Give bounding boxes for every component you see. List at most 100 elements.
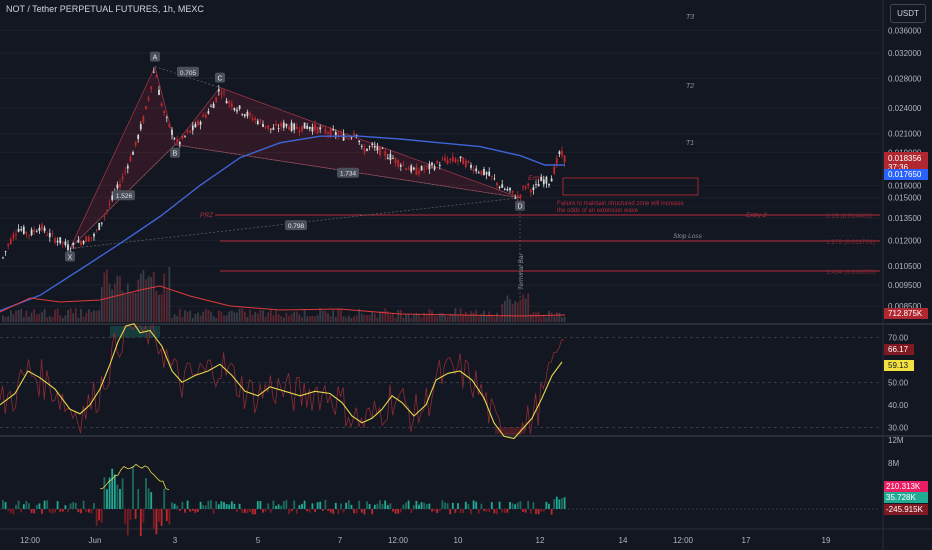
symbol-title[interactable]: NOT / Tether PERPETUAL FUTURES, 1h, MEXC (6, 4, 204, 14)
histogram-bar (87, 509, 90, 513)
histogram-bar (100, 509, 103, 523)
volume-badge (884, 308, 928, 319)
histogram-bar (327, 509, 329, 511)
histogram-bar (563, 497, 566, 509)
volume-bar (194, 313, 197, 322)
volume-bar (256, 313, 259, 322)
volume-bar (553, 316, 556, 322)
histogram-bar (230, 501, 233, 509)
histogram-value-badge (884, 481, 928, 492)
volume-bar (4, 316, 7, 322)
candle-body (431, 162, 433, 165)
histogram-bar (262, 509, 264, 513)
currency-button[interactable]: USDT (890, 4, 926, 23)
candle-body (33, 230, 36, 232)
volume-bar (64, 315, 67, 322)
candle-body (181, 135, 184, 139)
histogram-bar (444, 502, 446, 509)
histogram-bar (405, 502, 407, 509)
candle-body (555, 158, 558, 164)
candle-body (303, 122, 306, 129)
pattern-point-B: B (173, 151, 178, 158)
volume-bar (368, 315, 371, 322)
volume-bar (371, 311, 374, 322)
candle-body (116, 184, 119, 189)
candle-body (197, 120, 199, 126)
histogram-bar (290, 509, 293, 512)
histogram-bar (59, 509, 62, 512)
volume-bar (298, 314, 301, 322)
histogram-bar (337, 509, 340, 514)
candle-body (210, 106, 212, 107)
volume-bar (269, 308, 272, 322)
histogram-bar (116, 484, 119, 509)
histogram-bar (199, 501, 202, 509)
candle-body (4, 251, 7, 252)
candle-body (553, 166, 556, 174)
histogram-bar (555, 496, 558, 509)
volume-bar (477, 316, 480, 322)
candle-body (238, 105, 241, 110)
histogram-bar (475, 501, 478, 509)
rsi-tick-label: 50.00 (888, 378, 909, 387)
histogram-bar (215, 501, 218, 509)
volume-bar (33, 309, 36, 322)
volume-bar (85, 312, 88, 322)
candle-body (30, 229, 33, 236)
rsi-pane (0, 323, 880, 440)
volume-bar (324, 311, 327, 322)
volume-bar (98, 310, 101, 322)
histogram-bar (514, 504, 517, 509)
volume-bar (251, 314, 254, 322)
candle-body (20, 229, 23, 231)
histogram-bar (15, 504, 17, 509)
volume-bar (41, 312, 43, 322)
volume-bar (480, 313, 483, 322)
volume-bar (111, 289, 114, 322)
histogram-bar (493, 509, 496, 514)
volume-bar (93, 310, 95, 322)
ratio-label: 1.526 (116, 193, 133, 200)
volume-bar (199, 315, 202, 322)
price-tick-label: 0.015000 (888, 194, 922, 203)
volume-bar (262, 310, 264, 322)
volume-bar (72, 313, 75, 322)
volume-bar (535, 312, 537, 322)
last-price-badge (884, 152, 928, 173)
candle-body (503, 188, 506, 190)
volume-bar (106, 269, 108, 322)
candle-body (225, 100, 228, 104)
histogram-bar (561, 498, 563, 509)
histogram-bar (186, 500, 189, 509)
candle-body (215, 97, 218, 102)
candle-body (280, 122, 283, 127)
volume-bar (366, 314, 368, 322)
candle-body (98, 223, 101, 230)
histogram-bar (285, 500, 288, 509)
histogram-bar (184, 509, 186, 513)
candle-body (483, 169, 485, 175)
volume-bar (124, 294, 127, 322)
histogram-bar (379, 500, 381, 509)
volume-bar (119, 276, 121, 322)
candle-body (262, 123, 264, 127)
volume-bar (77, 317, 80, 322)
histogram-bar (535, 509, 537, 515)
histogram-bar (173, 503, 176, 509)
candle-body (259, 119, 262, 121)
ratio-label: 0.705 (180, 70, 197, 77)
histogram-bar (340, 503, 342, 509)
candle-body (514, 197, 517, 199)
volume-bar (202, 311, 205, 322)
volume-bar (48, 316, 51, 322)
candle-body (306, 125, 309, 129)
volume-bar (51, 316, 54, 322)
histogram-bar (418, 504, 420, 509)
price-tick-label: 0.036000 (888, 26, 922, 35)
candle-body (535, 184, 537, 186)
histogram-bar (306, 509, 309, 512)
histogram-bar (142, 509, 145, 523)
prz-label: PRZ (200, 212, 214, 219)
histogram-bar (246, 509, 249, 514)
